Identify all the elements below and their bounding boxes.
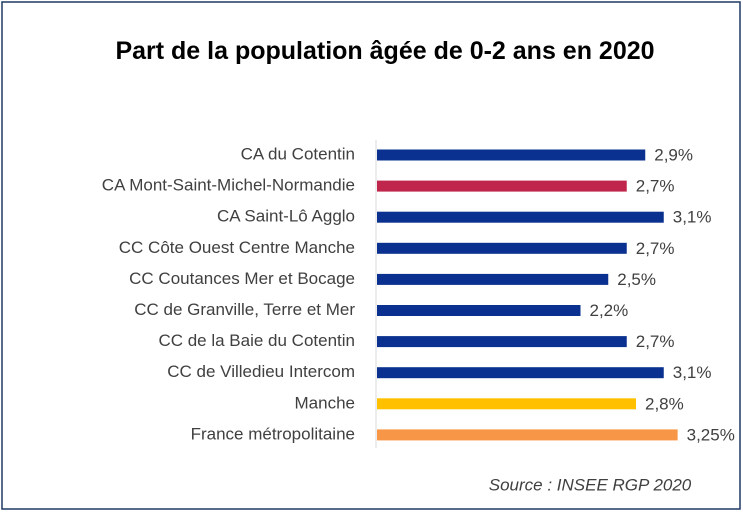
value-label: 2,7% [636,239,675,258]
value-label: 3,1% [673,208,712,227]
y-tick-label: France métropolitaine [191,424,355,443]
value-label: 2,2% [590,301,629,320]
bar [377,180,627,192]
y-tick-label: CA Saint-Lô Agglo [217,207,355,226]
bar [377,149,646,161]
y-tick-label: CC Coutances Mer et Bocage [129,269,355,288]
y-tick-label: CC Côte Ouest Centre Manche [119,238,355,257]
value-label: 2,8% [645,394,684,413]
chart-title: Part de la population âgée de 0-2 ans en… [115,37,655,65]
value-label: 2,7% [636,332,675,351]
y-tick-label: CC de Granville, Terre et Mer [134,300,355,319]
bar [377,305,581,316]
value-label: 2,5% [617,270,656,289]
y-tick-label: CC de la Baie du Cotentin [158,331,355,350]
value-label: 3,25% [687,425,735,444]
bar [377,398,636,410]
y-tick-label: CA du Cotentin [241,144,355,163]
source: Source : INSEE RGP 2020 [489,475,692,494]
bar [377,273,609,285]
bar [377,242,627,254]
bar [377,211,664,223]
value-label: 3,1% [673,363,712,382]
y-tick-label: Manche [295,393,355,412]
bar [377,336,627,348]
y-tick-label: CC de Villedieu Intercom [167,362,355,381]
value-label: 2,9% [654,145,693,164]
bar [377,367,664,379]
bar [377,429,678,441]
y-tick-label: CA Mont-Saint-Michel-Normandie [102,176,355,195]
value-label: 2,7% [636,177,675,196]
